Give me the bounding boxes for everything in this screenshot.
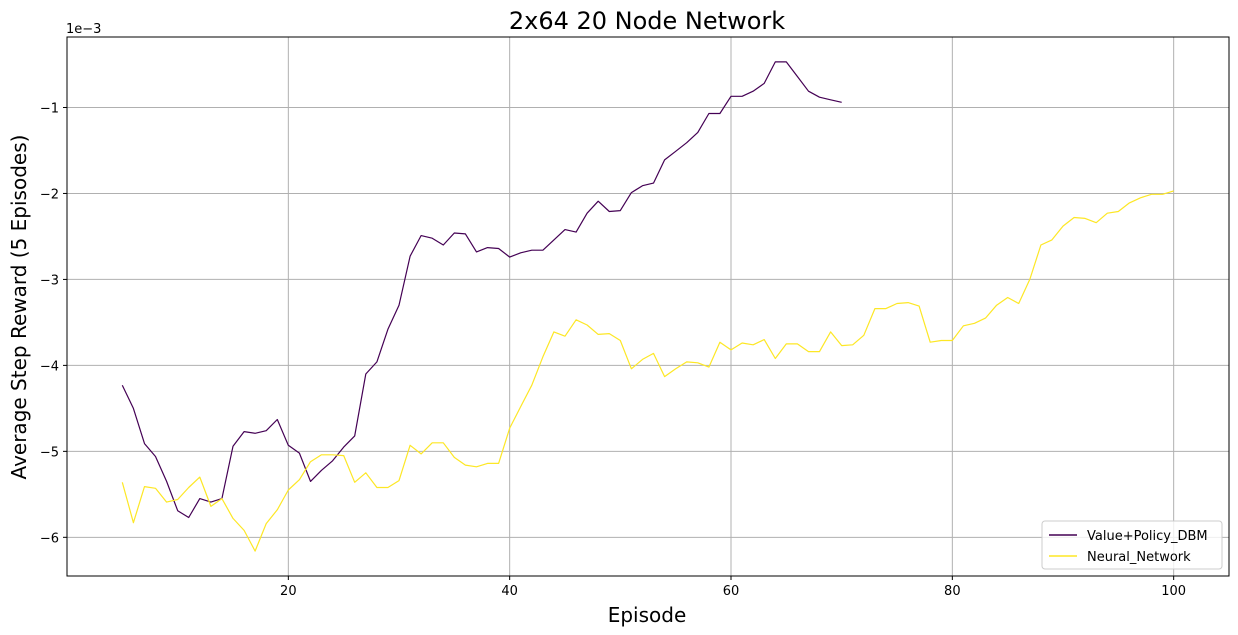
x-tick-label: 40 xyxy=(501,584,518,599)
y-tick-label: −1 xyxy=(40,101,59,116)
chart-title: 2x64 20 Node Network xyxy=(509,7,785,35)
series-line-neural-network xyxy=(121,190,1174,552)
plot-frame xyxy=(66,36,1230,577)
y-tick-label: −3 xyxy=(40,273,59,288)
y-tick-label: −5 xyxy=(40,445,59,460)
legend-label-value-policy-dbm: Value+Policy_DBM xyxy=(1087,529,1208,544)
series-line-value-policy-dbm xyxy=(121,61,842,519)
x-tick-label: 80 xyxy=(944,584,961,599)
legend: Value+Policy_DBM Neural_Network xyxy=(1041,520,1223,570)
y-tick-label: −6 xyxy=(40,531,59,546)
legend-label-neural-network: Neural_Network xyxy=(1087,550,1191,565)
y-offset-label: 1e−3 xyxy=(66,22,101,37)
x-tick-label: 20 xyxy=(280,584,297,599)
x-axis-label: Episode xyxy=(608,603,687,627)
x-tick-label: 60 xyxy=(723,584,740,599)
series-layer xyxy=(121,61,1174,552)
tick-layer: 20 40 60 80 100 −6 −5 −4 −3 −2 −1 xyxy=(40,101,1186,599)
grid xyxy=(67,37,1229,576)
x-tick-label: 100 xyxy=(1161,584,1186,599)
y-axis-label: Average Step Reward (5 Episodes) xyxy=(7,135,31,480)
legend-box xyxy=(1041,520,1223,570)
y-tick-label: −2 xyxy=(40,187,59,202)
y-tick-label: −4 xyxy=(40,359,59,374)
